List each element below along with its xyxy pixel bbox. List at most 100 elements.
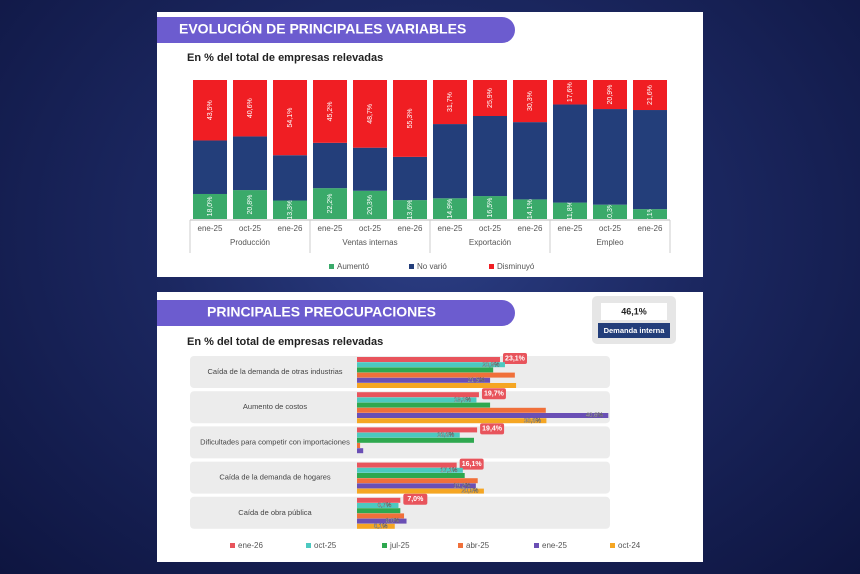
x-tick-label: ene-26 [638, 224, 663, 233]
value-label-box [480, 423, 505, 435]
category-label: Caída de obra pública [238, 508, 312, 517]
bar [357, 397, 477, 403]
bar [357, 357, 500, 362]
category-label: Caída de la demanda de otras industrias [207, 367, 342, 376]
bar-segment [353, 147, 387, 191]
x-tick-label: ene-25 [438, 224, 463, 233]
bar [357, 377, 491, 383]
bar-segment [593, 80, 627, 110]
bar-segment [393, 156, 427, 201]
value-label: 6,7% [378, 503, 392, 509]
bar [357, 418, 547, 424]
value-label-box [403, 493, 428, 505]
category-label: Dificultades para competir con importaci… [200, 437, 350, 446]
value-label: 19,4% [482, 426, 503, 433]
bar-segment [313, 142, 347, 189]
legend-swatch [489, 264, 494, 269]
group-label: Ventas internas [342, 238, 397, 247]
x-tick-label: ene-26 [518, 224, 543, 233]
value-label: 22,2% [327, 194, 334, 214]
bar-segment [473, 80, 507, 117]
value-label: 13,6% [407, 200, 414, 220]
x-tick-label: oct-25 [239, 224, 262, 233]
bar [357, 488, 484, 494]
bar [357, 413, 609, 418]
bar [357, 362, 505, 368]
chart-title: EVOLUCIÓN DE PRINCIPALES VARIABLES [179, 20, 466, 37]
legend-label: ene-25 [542, 541, 567, 550]
value-label: 23,9% [482, 362, 500, 368]
x-tick-label: ene-26 [278, 224, 303, 233]
bar [357, 483, 476, 489]
bar-segment [273, 155, 307, 201]
bar-segment [513, 80, 547, 123]
legend-swatch [382, 543, 387, 548]
value-label: 20,9% [607, 85, 614, 105]
bar [357, 427, 478, 433]
legend-label: abr-25 [466, 541, 490, 550]
bar-segment [273, 80, 307, 156]
bar [357, 443, 361, 448]
bar [357, 448, 364, 454]
legend-label: ene-26 [238, 541, 263, 550]
bar-segment [593, 109, 627, 205]
value-label: 19,2% [453, 483, 471, 489]
annotation-text: Demanda interna [604, 326, 666, 335]
bar [357, 523, 395, 529]
bar-segment [433, 80, 467, 125]
bar [357, 392, 479, 398]
bar-segment [553, 104, 587, 203]
value-label: 19,7% [484, 391, 505, 398]
bar-segment [433, 124, 467, 199]
legend-label: Disminuyó [497, 262, 535, 271]
legend-label: oct-24 [618, 541, 641, 550]
chart-panel: EVOLUCIÓN DE PRINCIPALES VARIABLES En % … [157, 12, 703, 277]
value-label: 43,5% [207, 100, 214, 120]
category-label: Caída de la demanda de hogares [219, 473, 331, 482]
bar-segment [353, 190, 387, 219]
value-label: 48,7% [367, 104, 374, 124]
bar-segment [553, 202, 587, 219]
bar-segment [353, 80, 387, 148]
bar-segment [313, 80, 347, 143]
value-label: 7,0% [407, 496, 424, 503]
group-label: Exportación [469, 238, 511, 247]
value-label: 17,6% [567, 82, 574, 102]
value-label: 16,6% [437, 433, 455, 439]
bar-segment [393, 200, 427, 219]
value-label: 20,5% [461, 489, 479, 495]
bar-segment [473, 116, 507, 197]
bar [357, 513, 405, 519]
value-label: 11,8% [567, 201, 574, 220]
bar-segment [553, 80, 587, 105]
value-label: 14,1% [527, 199, 534, 219]
x-tick-label: ene-25 [318, 224, 343, 233]
x-tick-label: ene-25 [558, 224, 583, 233]
bar-segment [633, 209, 667, 219]
value-label: 40,6% [586, 413, 604, 419]
category-label: Aumento de costos [243, 402, 307, 411]
bar-segment [593, 204, 627, 219]
bar-segment [193, 140, 227, 194]
annotation-label-box [598, 323, 670, 338]
value-label: 20,8% [247, 195, 254, 215]
x-tick-label: ene-26 [398, 224, 423, 233]
chart-panel: PRINCIPALES PREOCUPACIONES En % del tota… [157, 292, 703, 562]
legend-swatch [329, 264, 334, 269]
legend-label: oct-25 [314, 541, 337, 550]
value-label: 40,6% [247, 98, 254, 118]
value-label: 54,1% [287, 108, 294, 128]
legend-swatch [610, 543, 615, 548]
bar-segment [393, 80, 427, 157]
x-tick-label: oct-25 [479, 224, 502, 233]
legend-label: jul-25 [389, 541, 410, 550]
value-label: 19,3% [454, 397, 472, 403]
bar [357, 402, 491, 408]
bar [357, 478, 478, 484]
value-label: 16,5% [487, 198, 494, 218]
value-label: 8,0% [386, 519, 400, 525]
chart-subtitle: En % del total de empresas relevadas [187, 336, 383, 348]
value-label: 20,3% [367, 195, 374, 215]
bar-segment [233, 136, 267, 191]
